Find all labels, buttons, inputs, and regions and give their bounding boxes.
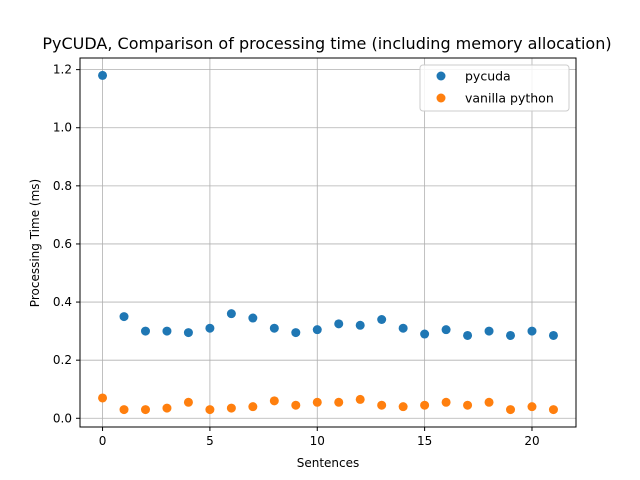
data-point-pycuda <box>355 320 365 330</box>
x-tick-label: 0 <box>99 434 107 448</box>
data-point-vanilla-python <box>226 403 236 413</box>
data-point-vanilla-python <box>269 396 279 406</box>
y-tick-label: 1.0 <box>53 121 72 135</box>
legend-marker-pycuda <box>436 71 446 81</box>
data-point-vanilla-python <box>140 405 150 415</box>
data-point-vanilla-python <box>355 394 365 404</box>
data-point-pycuda <box>98 70 108 80</box>
data-point-vanilla-python <box>527 402 537 412</box>
y-tick-label: 1.2 <box>53 63 72 77</box>
data-point-pycuda <box>506 330 516 340</box>
data-point-pycuda <box>377 314 387 324</box>
data-point-pycuda <box>420 329 430 339</box>
legend-label-pycuda: pycuda <box>465 69 511 84</box>
y-tick-label: 0.6 <box>53 237 72 251</box>
data-point-vanilla-python <box>183 397 193 407</box>
plot-frame <box>79 57 577 428</box>
data-point-vanilla-python <box>420 400 430 410</box>
x-tick-label: 10 <box>310 434 325 448</box>
data-point-vanilla-python <box>98 393 108 403</box>
data-point-vanilla-python <box>484 397 494 407</box>
data-point-pycuda <box>312 325 322 335</box>
data-point-pycuda <box>205 323 215 333</box>
y-tick-label: 0.8 <box>53 179 72 193</box>
y-tick-label: 0.4 <box>53 295 72 309</box>
x-tick-label: 20 <box>524 434 539 448</box>
data-point-pycuda <box>119 312 129 322</box>
y-tick-label: 0.2 <box>53 353 72 367</box>
data-point-pycuda <box>183 328 193 338</box>
grid <box>80 58 576 427</box>
data-point-vanilla-python <box>506 405 516 415</box>
data-point-vanilla-python <box>248 402 258 412</box>
x-tick-label: 5 <box>206 434 214 448</box>
data-point-vanilla-python <box>291 400 301 410</box>
axis-ticks: 0 5 10 15 20 0.0 0.2 0.4 0.6 0.8 1.0 1.2 <box>53 63 540 448</box>
data-point-vanilla-python <box>312 397 322 407</box>
data-point-vanilla-python <box>463 400 473 410</box>
data-point-vanilla-python <box>334 397 344 407</box>
x-axis-label: Sentences <box>297 456 360 470</box>
data-point-pycuda <box>548 330 558 340</box>
data-point-vanilla-python <box>119 405 129 415</box>
data-point-vanilla-python <box>205 405 215 415</box>
data-point-pycuda <box>226 309 236 319</box>
data-point-vanilla-python <box>548 405 558 415</box>
data-point-vanilla-python <box>441 397 451 407</box>
legend-box <box>419 64 570 112</box>
data-point-pycuda <box>140 326 150 336</box>
y-tick-label: 0.0 <box>53 411 72 425</box>
data-points <box>98 70 558 415</box>
y-axis-label: Processing Time (ms) <box>28 179 42 307</box>
data-point-pycuda <box>334 319 344 329</box>
data-point-vanilla-python <box>398 402 408 412</box>
legend-label-vanilla-python: vanilla python <box>465 91 554 106</box>
legend-marker-vanilla-python <box>436 93 446 103</box>
data-point-pycuda <box>269 323 279 333</box>
data-point-pycuda <box>398 323 408 333</box>
data-point-pycuda <box>484 326 494 336</box>
data-point-pycuda <box>162 326 172 336</box>
chart-title: PyCUDA, Comparison of processing time (i… <box>42 34 611 53</box>
legend: pycuda vanilla python <box>419 64 570 112</box>
data-point-pycuda <box>463 330 473 340</box>
data-point-pycuda <box>441 325 451 335</box>
x-tick-label: 15 <box>417 434 432 448</box>
data-point-vanilla-python <box>162 403 172 413</box>
data-point-vanilla-python <box>377 400 387 410</box>
data-point-pycuda <box>248 313 258 323</box>
data-point-pycuda <box>291 328 301 338</box>
data-point-pycuda <box>527 326 537 336</box>
